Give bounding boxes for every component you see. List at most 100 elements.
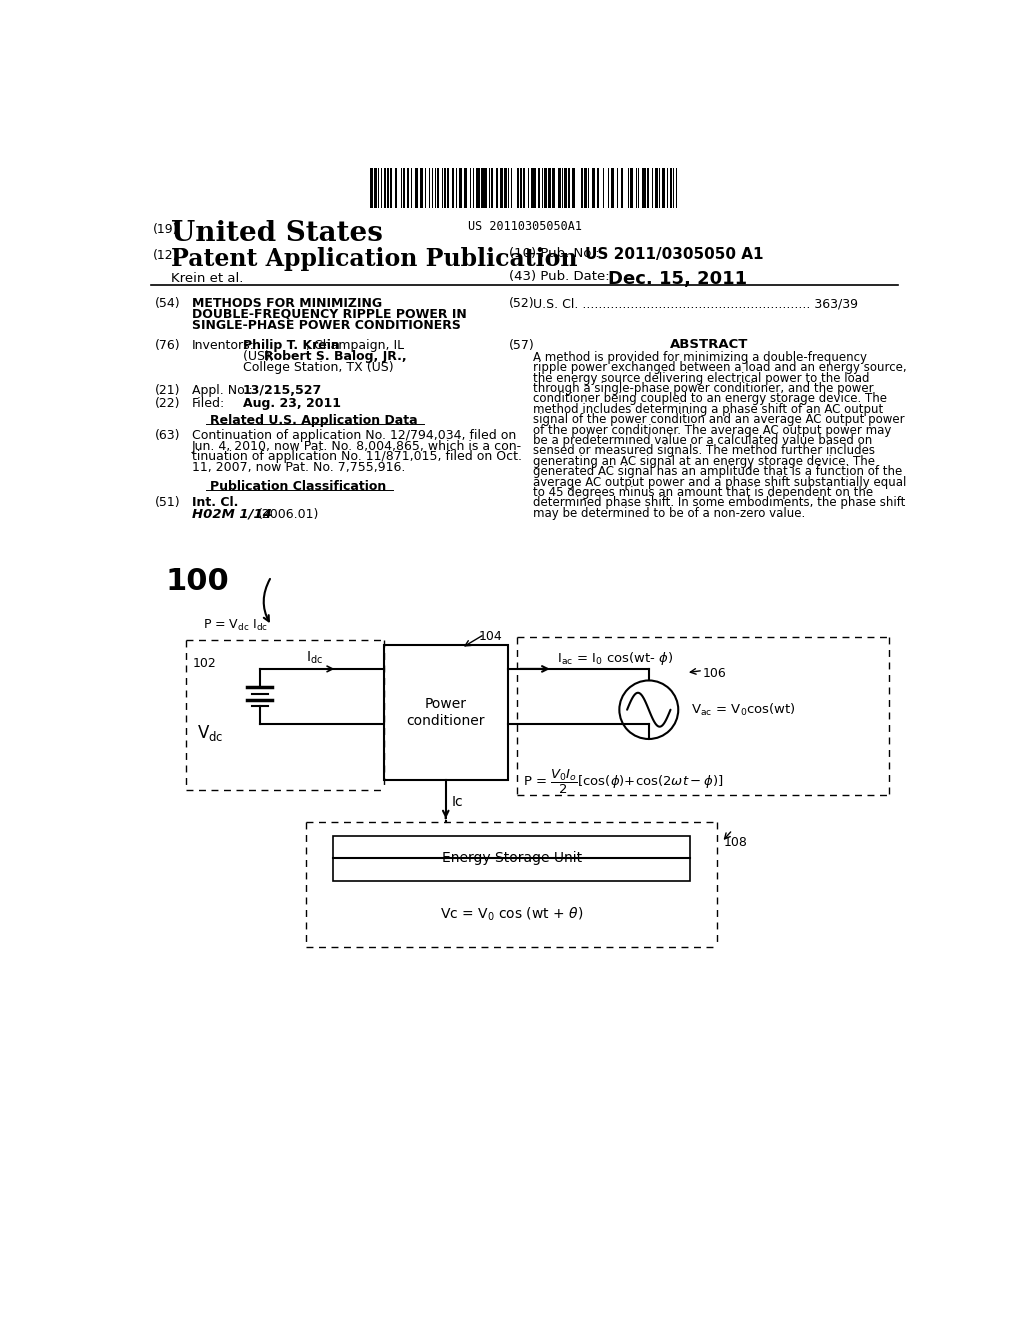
Text: H02M 1/14: H02M 1/14 — [191, 508, 271, 521]
Text: (10) Pub. No.:: (10) Pub. No.: — [509, 247, 600, 260]
Bar — [490, 168, 493, 207]
Text: ripple power exchanged between a load and an energy source,: ripple power exchanged between a load an… — [532, 362, 906, 375]
Bar — [478, 168, 480, 207]
Text: Appl. No.:: Appl. No.: — [191, 384, 252, 397]
Text: (76): (76) — [155, 339, 181, 352]
Text: signal of the power condition and an average AC output power: signal of the power condition and an ave… — [532, 413, 904, 426]
Bar — [607, 168, 609, 207]
Text: 102: 102 — [193, 656, 216, 669]
Bar — [647, 168, 649, 207]
Text: 106: 106 — [703, 667, 727, 680]
Text: Related U.S. Application Data: Related U.S. Application Data — [210, 414, 418, 428]
Text: U.S. Cl. ......................................................... 363/39: U.S. Cl. ...............................… — [532, 297, 857, 310]
Bar — [476, 168, 477, 207]
Text: SINGLE-PHASE POWER CONDITIONERS: SINGLE-PHASE POWER CONDITIONERS — [191, 318, 461, 331]
Text: 100: 100 — [165, 566, 229, 595]
Text: method includes determining a phase shift of an AC output: method includes determining a phase shif… — [532, 403, 883, 416]
Text: (43) Pub. Date:: (43) Pub. Date: — [509, 271, 610, 282]
Bar — [544, 168, 547, 207]
Bar — [581, 168, 583, 207]
Bar — [456, 168, 458, 207]
Bar — [470, 168, 471, 207]
Text: US 2011/0305050 A1: US 2011/0305050 A1 — [586, 247, 764, 261]
Text: Publication Classification: Publication Classification — [210, 480, 387, 494]
Bar — [506, 168, 507, 207]
Bar — [628, 168, 630, 207]
Text: Filed:: Filed: — [191, 397, 225, 411]
Text: P = V$_{\rm dc}$ I$_{\rm dc}$: P = V$_{\rm dc}$ I$_{\rm dc}$ — [203, 618, 268, 634]
Text: Energy Storage Unit: Energy Storage Unit — [441, 851, 582, 866]
Bar — [636, 168, 637, 207]
Text: I$_{\rm ac}$ = I$_{\rm 0}$ cos(wt- $\phi$): I$_{\rm ac}$ = I$_{\rm 0}$ cos(wt- $\phi… — [557, 649, 673, 667]
Text: A method is provided for minimizing a double-frequency: A method is provided for minimizing a do… — [532, 351, 866, 364]
Text: determined phase shift. In some embodiments, the phase shift: determined phase shift. In some embodime… — [532, 496, 905, 510]
Text: I$_{\rm dc}$: I$_{\rm dc}$ — [306, 649, 324, 665]
Text: Robert S. Balog, JR.,: Robert S. Balog, JR., — [264, 350, 407, 363]
Text: (21): (21) — [155, 384, 180, 397]
Bar — [403, 168, 404, 207]
Bar — [534, 168, 537, 207]
Bar — [676, 168, 678, 207]
Text: Aug. 23, 2011: Aug. 23, 2011 — [243, 397, 341, 411]
Bar — [394, 168, 397, 207]
Text: METHODS FOR MINIMIZING: METHODS FOR MINIMIZING — [191, 297, 382, 310]
Bar — [459, 168, 462, 207]
Text: 13/215,527: 13/215,527 — [243, 384, 322, 397]
Bar — [520, 168, 521, 207]
Text: Philip T. Krein: Philip T. Krein — [243, 339, 339, 352]
Bar — [384, 645, 508, 780]
Bar — [662, 168, 664, 207]
Text: (54): (54) — [155, 297, 181, 310]
Text: V$_{\rm dc}$: V$_{\rm dc}$ — [197, 723, 223, 743]
Text: through a single-phase power conditioner, and the power: through a single-phase power conditioner… — [532, 381, 873, 395]
Text: Ic: Ic — [452, 795, 463, 809]
Bar — [643, 168, 646, 207]
Bar — [621, 168, 624, 207]
Text: (2006.01): (2006.01) — [257, 508, 318, 521]
Bar — [568, 168, 569, 207]
Text: (57): (57) — [509, 339, 536, 352]
Text: Patent Application Publication: Patent Application Publication — [171, 247, 578, 271]
Bar — [464, 168, 467, 207]
Bar — [429, 168, 430, 207]
Bar — [531, 168, 532, 207]
Bar — [334, 836, 690, 880]
Text: (22): (22) — [155, 397, 180, 411]
Bar — [485, 168, 486, 207]
Text: conditioner being coupled to an energy storage device. The: conditioner being coupled to an energy s… — [532, 392, 887, 405]
Bar — [508, 168, 509, 207]
Bar — [552, 168, 555, 207]
Bar — [375, 168, 377, 207]
Text: 104: 104 — [478, 631, 502, 643]
Bar — [667, 168, 669, 207]
Bar — [592, 168, 595, 207]
Bar — [542, 168, 544, 207]
Bar — [444, 168, 445, 207]
Bar — [585, 168, 587, 207]
Text: of the power conditioner. The average AC output power may: of the power conditioner. The average AC… — [532, 424, 891, 437]
Bar — [670, 168, 672, 207]
Text: Continuation of application No. 12/794,034, filed on: Continuation of application No. 12/794,0… — [191, 429, 516, 442]
Text: (US);: (US); — [243, 350, 278, 363]
Bar — [407, 168, 409, 207]
Text: Inventors:: Inventors: — [191, 339, 254, 352]
Text: 11, 2007, now Pat. No. 7,755,916.: 11, 2007, now Pat. No. 7,755,916. — [191, 461, 404, 474]
Bar — [658, 168, 660, 207]
Bar — [496, 168, 498, 207]
Bar — [548, 168, 551, 207]
Text: the energy source delivering electrical power to the load: the energy source delivering electrical … — [532, 372, 869, 384]
Text: Krein et al.: Krein et al. — [171, 272, 243, 285]
Text: Int. Cl.: Int. Cl. — [191, 496, 238, 508]
Text: US 20110305050A1: US 20110305050A1 — [468, 220, 582, 234]
Text: sensed or measured signals. The method further includes: sensed or measured signals. The method f… — [532, 445, 874, 458]
Bar — [564, 168, 567, 207]
Bar — [538, 168, 540, 207]
Bar — [517, 168, 518, 207]
Bar — [381, 168, 382, 207]
Text: V$_{\rm ac}$ = V$_0$cos(wt): V$_{\rm ac}$ = V$_0$cos(wt) — [690, 702, 796, 718]
Text: may be determined to be of a non-zero value.: may be determined to be of a non-zero va… — [532, 507, 805, 520]
Bar — [500, 168, 503, 207]
Text: (12): (12) — [153, 249, 178, 263]
Bar — [420, 168, 423, 207]
Text: United States: United States — [171, 220, 383, 247]
